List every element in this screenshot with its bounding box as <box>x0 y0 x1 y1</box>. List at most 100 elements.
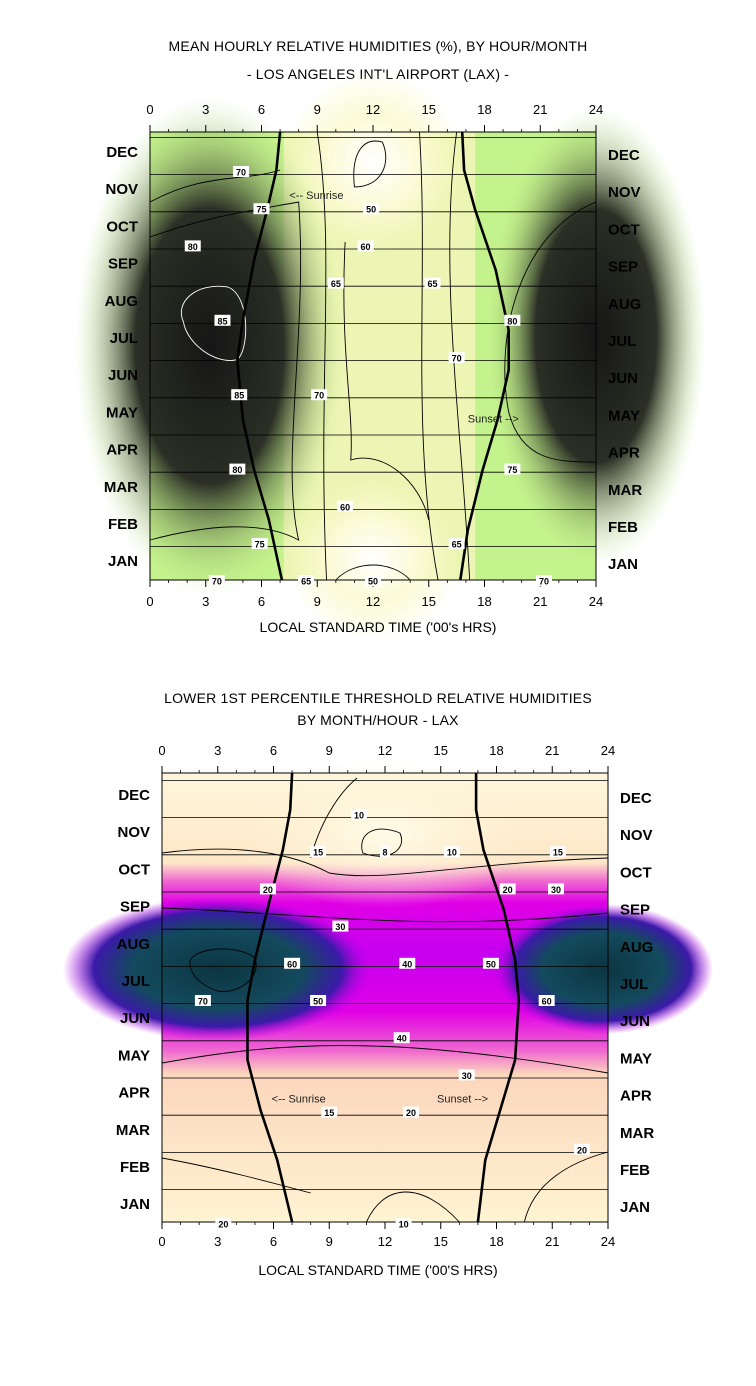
x-tick-label-top: 18 <box>489 743 503 758</box>
high-humidity-right <box>493 904 713 1034</box>
x-tick-label-bottom: 24 <box>589 594 603 609</box>
contour-label-bg <box>321 1106 338 1118</box>
x-tick-label-top: 18 <box>477 102 491 117</box>
contour-label-bg <box>332 920 349 932</box>
contour-label: 30 <box>462 1071 472 1081</box>
sunrise-curve <box>235 131 284 581</box>
contour-line <box>504 201 597 463</box>
contour-label: 70 <box>539 577 549 587</box>
month-label-left: JAN <box>108 553 138 570</box>
contour-label-bg <box>365 575 381 587</box>
contour-label-bg <box>547 883 564 895</box>
contour-label-bg <box>482 957 499 969</box>
contour-label-bg <box>310 995 327 1006</box>
month-label-left: NOV <box>117 824 150 841</box>
month-label-left: NOV <box>105 181 138 198</box>
contour-label-bg <box>231 389 248 401</box>
x-tick-label-top: 3 <box>214 743 221 758</box>
contour-label: 30 <box>551 885 561 895</box>
month-label-left: AUG <box>105 293 138 310</box>
contour-label: 15 <box>324 1108 334 1118</box>
contour-label: 50 <box>486 959 496 969</box>
contour-label: 65 <box>427 279 437 289</box>
low-humidity-dec <box>283 72 463 252</box>
contour-line <box>343 241 430 521</box>
month-label-left: MAY <box>118 1047 150 1064</box>
contour-label-bg <box>184 240 201 252</box>
contour-label-bg <box>538 995 555 1006</box>
month-label-left: SEP <box>120 899 150 916</box>
contour-label: 75 <box>256 205 266 215</box>
chart1-title: MEAN HOURLY RELATIVE HUMIDITIES (%), BY … <box>168 38 588 54</box>
x-tick-label-top: 21 <box>533 102 547 117</box>
contour-label: 10 <box>399 1220 409 1230</box>
month-label-right: MAY <box>620 1050 652 1067</box>
contour-label-bg <box>284 957 301 969</box>
contour-label-bg <box>298 575 315 587</box>
contour-label-bg <box>504 463 521 475</box>
month-label-left: DEC <box>106 144 138 161</box>
month-label-right: FEB <box>620 1162 650 1179</box>
contour-label: 75 <box>255 540 265 550</box>
x-tick-label-bottom: 9 <box>326 1234 333 1249</box>
x-tick-label-bottom: 3 <box>202 594 209 609</box>
contour-label-bg <box>229 463 246 475</box>
contour-label: 50 <box>368 577 378 587</box>
contour-label: 40 <box>397 1034 407 1044</box>
contour-label-bg <box>393 1032 410 1044</box>
x-tick-label-bottom: 6 <box>270 1234 277 1249</box>
contour-label-bg <box>535 575 552 587</box>
contour-label: 80 <box>188 242 198 252</box>
contour-label: 10 <box>447 848 457 858</box>
contour-label: 40 <box>402 959 412 969</box>
sun-annotation: <-- Sunrise <box>272 1094 326 1106</box>
x-tick-label-bottom: 0 <box>158 1234 165 1249</box>
chart2-title: LOWER 1ST PERCENTILE THRESHOLD RELATIVE … <box>164 690 592 706</box>
contour-label-bg <box>504 314 521 326</box>
contour-label: 60 <box>287 959 297 969</box>
x-tick-label-bottom: 21 <box>545 1234 559 1249</box>
contour-label-bg <box>399 957 416 969</box>
month-label-left: JAN <box>120 1196 150 1213</box>
x-tick-label-top: 3 <box>202 102 209 117</box>
contour-line <box>149 169 281 203</box>
contour-label-bg <box>311 389 328 401</box>
month-label-left: APR <box>106 442 138 459</box>
month-label-right: MAR <box>620 1125 654 1142</box>
contour-line <box>161 1157 311 1194</box>
month-label-right: DEC <box>620 790 652 807</box>
contour-label: 60 <box>340 502 350 512</box>
contour-label-bg <box>499 883 516 895</box>
x-tick-label-top: 15 <box>434 743 448 758</box>
contour-label: 8 <box>382 848 387 858</box>
contour-line <box>181 285 247 361</box>
high-humidity-left <box>62 897 373 1041</box>
x-tick-label-top: 0 <box>158 743 165 758</box>
x-tick-label-top: 12 <box>366 102 380 117</box>
month-label-left: OCT <box>118 861 150 878</box>
sunset-curve <box>474 773 521 1223</box>
contour-label-bg <box>363 203 380 215</box>
contour-label-bg <box>310 846 327 858</box>
contour-label-bg <box>380 846 390 858</box>
contour-line <box>419 131 439 581</box>
month-label-right: SEP <box>620 902 650 919</box>
month-label-left: OCT <box>106 218 138 235</box>
month-label-left: SEP <box>108 256 138 273</box>
x-tick-label-top: 0 <box>146 102 153 117</box>
month-label-right: AUG <box>608 296 641 313</box>
x-tick-label-bottom: 18 <box>477 594 491 609</box>
contour-label-bg <box>251 538 268 549</box>
contour-label-bg <box>350 809 367 820</box>
contour-label-bg <box>424 277 441 289</box>
contour-label-bg <box>458 1069 475 1081</box>
contour-line <box>149 201 302 541</box>
month-label-left: JUL <box>110 330 138 347</box>
month-label-right: JAN <box>620 1199 650 1216</box>
x-tick-label-bottom: 6 <box>258 594 265 609</box>
month-label-left: JUN <box>108 367 138 384</box>
low-humidity-jan <box>288 480 458 640</box>
month-label-right: JAN <box>608 556 638 573</box>
chart2-heatmap: 0 0 3 3 6 6 9 9 12 12 15 15 18 18 21 21 24 24 DEC DEC NOV NOV… <box>62 743 713 1249</box>
chart1-xlabel: LOCAL STANDARD TIME ('00's HRS) <box>259 619 497 635</box>
